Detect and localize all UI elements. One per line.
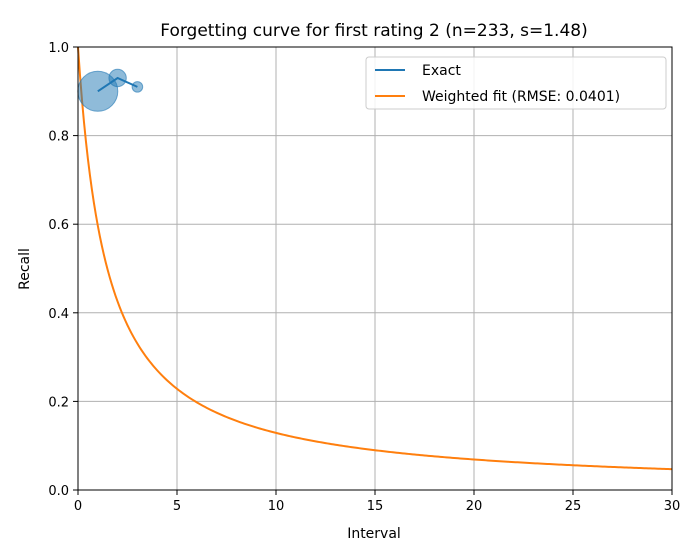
legend-label-weighted-fit: Weighted fit (RMSE: 0.0401) [422,89,620,105]
y-tick-label: 0.0 [48,484,69,499]
legend-label-exact: Exact [422,63,461,79]
chart-title: Forgetting curve for first rating 2 (n=2… [160,21,587,41]
y-tick-label: 0.6 [48,218,69,233]
legend-box [365,56,667,110]
x-tick-label: 15 [367,499,384,514]
grid [77,46,673,491]
y-tick-label: 0.8 [48,130,69,145]
weighted-fit-line [77,46,673,471]
exact-series-layer [77,68,144,112]
y-tick-label: 0.2 [48,395,69,410]
x-tick-label: 30 [664,499,681,514]
x-tick-label: 10 [268,499,285,514]
legend: Exact Weighted fit (RMSE: 0.0401) [365,56,667,110]
exact-line [97,76,138,93]
x-tick-label: 5 [173,499,181,514]
x-tick-label: 0 [74,499,82,514]
y-tick-label: 0.4 [48,307,69,322]
fit-curve-layer [77,46,673,471]
x-axis-ticks: 0 5 10 15 20 25 30 [74,490,680,514]
y-axis-label: Recall [17,248,33,290]
y-axis-ticks: 0.0 0.2 0.4 0.6 0.8 1.0 [48,41,78,499]
x-tick-label: 25 [565,499,582,514]
x-axis-label: Interval [347,526,401,542]
x-tick-label: 20 [466,499,483,514]
y-tick-label: 1.0 [48,41,69,56]
